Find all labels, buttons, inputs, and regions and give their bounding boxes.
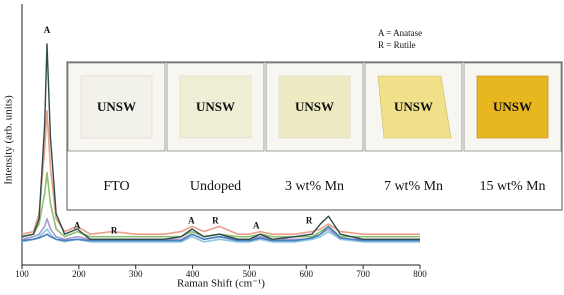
sample-label: UNSW: [493, 99, 532, 114]
x-tick-label: 800: [413, 269, 427, 279]
x-tick-label: 500: [243, 269, 257, 279]
y-axis-label: Intensity (arb. units): [3, 95, 15, 185]
peak-label: A: [74, 221, 81, 231]
sample-caption: FTO: [103, 179, 129, 194]
x-axis-label: Raman Shift (cm⁻¹): [177, 278, 265, 290]
x-tick-label: 600: [300, 269, 314, 279]
x-tick-label: 200: [72, 269, 86, 279]
sample-caption: 15 wt% Mn: [479, 179, 545, 194]
x-tick-label: 300: [129, 269, 143, 279]
sample-caption: 3 wt% Mn: [285, 179, 344, 194]
sample-label: UNSW: [295, 99, 334, 114]
sample-label: UNSW: [394, 99, 433, 114]
peak-label: R: [111, 226, 118, 236]
legend-note: A = Anatase: [378, 28, 422, 38]
sample-caption: 7 wt% Mn: [384, 179, 443, 194]
peak-label: A: [253, 221, 260, 231]
x-tick-label: 100: [15, 269, 29, 279]
sample-label: UNSW: [196, 99, 235, 114]
peak-label: R: [212, 215, 219, 225]
peak-label: A: [188, 215, 195, 225]
sample-caption: Undoped: [190, 179, 241, 194]
peak-label: A: [44, 25, 51, 35]
x-tick-label: 400: [186, 269, 200, 279]
legend-note: R = Rutile: [378, 40, 416, 50]
peak-label: R: [306, 215, 313, 225]
chart: A = Anatase R = Rutile Raman Shift (cm⁻¹…: [0, 0, 564, 295]
x-tick-label: 700: [356, 269, 370, 279]
sample-label: UNSW: [97, 99, 136, 114]
